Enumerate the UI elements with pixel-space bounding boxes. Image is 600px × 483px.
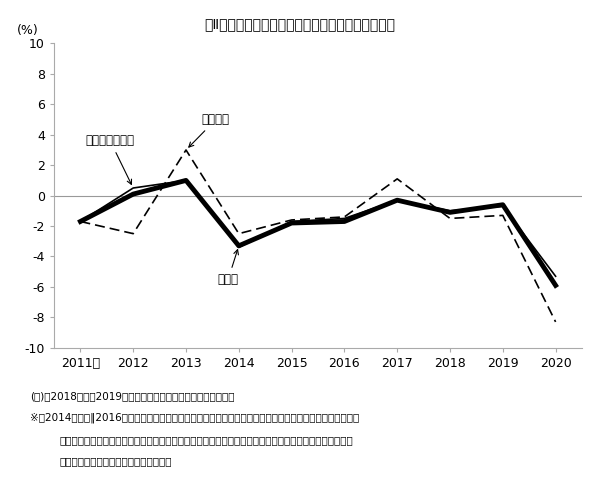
Text: 総世帯: 総世帯 [218,250,239,286]
Text: 単身世帯: 単身世帯 [189,113,230,147]
Text: 図Ⅱ－１－１　消費支出の対前年実質増減率の推移: 図Ⅱ－１－１ 消費支出の対前年実質増減率の推移 [205,17,395,31]
Text: ※　2014年から‖2016年までの総世帯の消費支出が，二人以上の世帯及び単身世帯に比べて減少幅が大きく: ※ 2014年から‖2016年までの総世帯の消費支出が，二人以上の世帯及び単身世… [30,413,359,424]
Text: なっていることについては，二人以上の世帯及び単身世帯の世帯構成割合が変化し，消費支出水準の低い: なっていることについては，二人以上の世帯及び単身世帯の世帯構成割合が変化し，消費… [60,435,354,445]
Text: (注)　2018年及び2019年の実質増減率は，変動調整値である。: (注) 2018年及び2019年の実質増減率は，変動調整値である。 [30,391,235,401]
Text: (%): (%) [17,24,39,37]
Text: 単身世帯の割合が上昇したことによる。: 単身世帯の割合が上昇したことによる。 [60,456,173,467]
Text: 二人以上の世帯: 二人以上の世帯 [86,134,134,185]
